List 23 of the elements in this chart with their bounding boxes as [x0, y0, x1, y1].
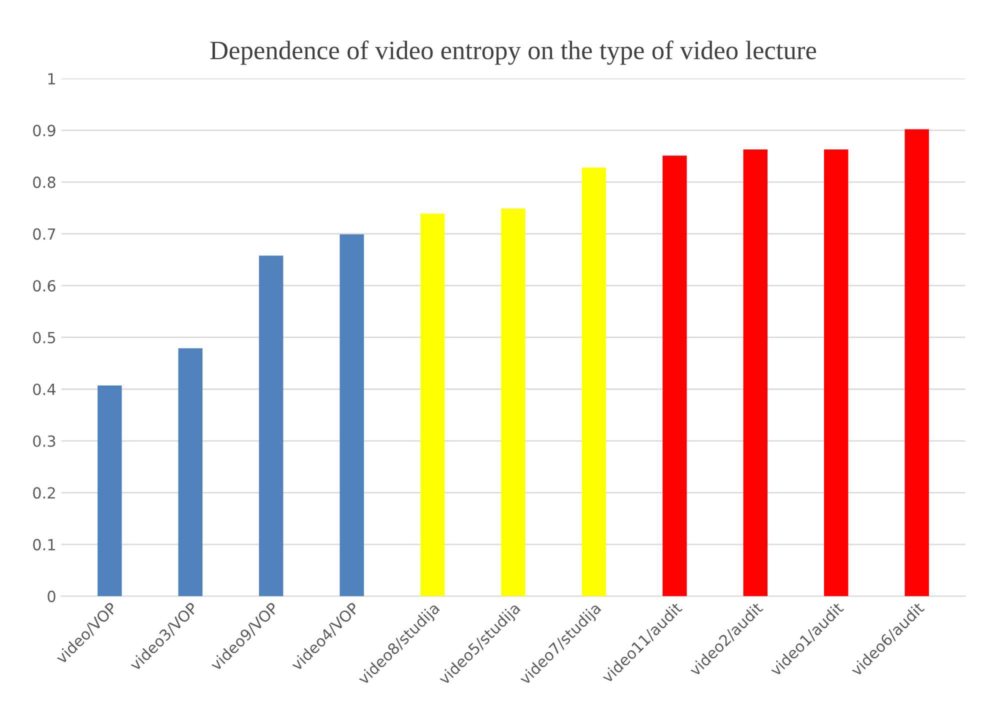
bar: [662, 156, 687, 596]
bar: [420, 214, 445, 596]
y-tick-label: 0.7: [33, 228, 56, 240]
y-tick-label: 0.2: [33, 487, 55, 499]
bar: [904, 129, 929, 596]
bar: [259, 256, 284, 596]
bar: [582, 168, 606, 596]
y-tick-label: 1: [48, 73, 55, 84]
y-tick-label: 0.6: [33, 280, 56, 292]
y-tick-label: 0.5: [33, 332, 56, 344]
y-tick-label: 0.4: [33, 384, 56, 396]
bar: [501, 208, 526, 596]
bar: [824, 149, 848, 596]
bar: [743, 149, 768, 596]
bar: [178, 348, 203, 596]
y-tick-label: 0.9: [33, 124, 56, 136]
y-tick-label: 0.8: [33, 176, 56, 188]
y-tick-label: 0: [48, 590, 56, 602]
chart-title: Dependence of video entropy on the type of video lecture: [210, 40, 816, 65]
bar: [98, 386, 122, 596]
bar: [340, 234, 364, 596]
y-tick-label: 0.1: [33, 538, 55, 550]
y-tick-label: 0.3: [33, 435, 56, 447]
